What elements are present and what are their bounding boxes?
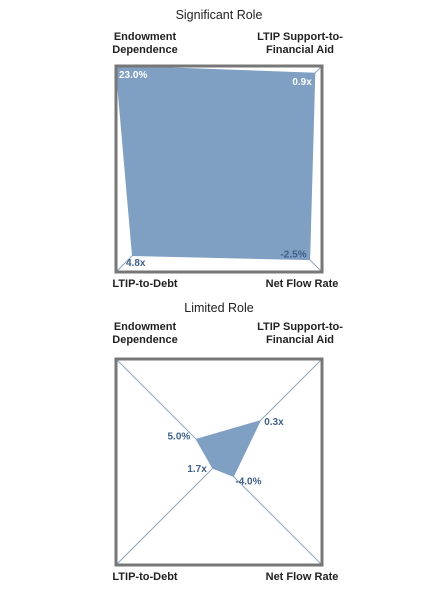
- axis-label: LTIP Support-to-Financial Aid: [257, 31, 343, 56]
- value-label: -2.5%: [280, 250, 306, 261]
- data-polygon: [195, 420, 262, 478]
- axis-label: LTIP Support-to-Financial Aid: [257, 321, 343, 346]
- data-polygon: [115, 65, 316, 261]
- axis-label: Net Flow Rate: [266, 278, 339, 290]
- axis-label: LTIP-to-Debt: [112, 571, 178, 583]
- chart-title: Significant Role: [176, 8, 263, 22]
- axis-line: [115, 461, 220, 566]
- value-label: 0.3x: [264, 417, 284, 428]
- axis-label: Net Flow Rate: [266, 571, 339, 583]
- chart-title: Limited Role: [184, 301, 254, 315]
- axis-label: Endowment Dependence: [112, 321, 177, 346]
- value-label: 1.7x: [187, 464, 207, 475]
- value-label: 0.9x: [292, 77, 312, 88]
- axis-label: LTIP-to-Debt: [112, 278, 178, 290]
- value-label: 23.0%: [119, 70, 147, 81]
- value-label: 5.0%: [168, 431, 191, 442]
- value-label: -4.0%: [235, 476, 261, 487]
- chart-frame: [114, 64, 324, 274]
- chart-frame: [114, 357, 324, 567]
- value-label: 4.8x: [126, 258, 146, 269]
- radar-chart-2: Limited Role Endowment Dependence LTIP Supp…: [112, 301, 343, 583]
- radar-chart-1: Significant Role Endowment Dependence LTIP …: [112, 8, 343, 290]
- axis-label: Endowment Dependence: [112, 31, 177, 56]
- axis-line: [218, 461, 323, 566]
